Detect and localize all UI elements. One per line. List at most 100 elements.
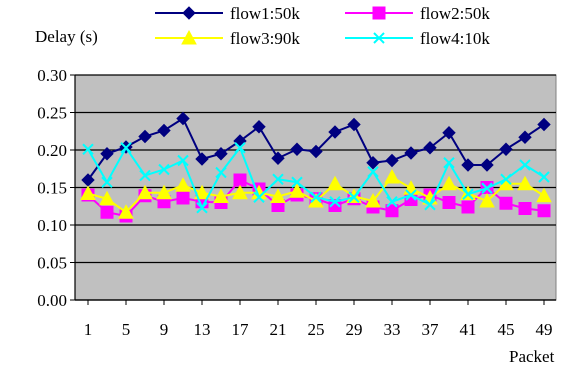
- y-axis-ticks: 0.00 0.05 0.10 0.15 0.20 0.25 0.30: [37, 66, 75, 310]
- marker-stroke: [405, 189, 417, 201]
- x-tick-label: 33: [384, 320, 401, 339]
- data-point: [480, 158, 494, 172]
- data-point: [499, 196, 513, 210]
- legend-marker: [373, 32, 385, 44]
- data-point: [327, 175, 343, 191]
- data-point: [423, 141, 437, 155]
- legend-marker: [181, 29, 197, 45]
- data-point: [386, 196, 398, 208]
- x-axis-ticks: 1 5 9 13 17 21 25 29 33 37 41 45 49: [84, 300, 553, 339]
- marker-stroke: [481, 182, 493, 194]
- data-point: [252, 120, 266, 134]
- data-point: [519, 159, 531, 171]
- marker-stroke: [329, 196, 341, 208]
- data-point: [101, 176, 113, 188]
- y-tick-label: 0.30: [37, 66, 67, 85]
- data-point: [156, 184, 172, 200]
- x-tick-label: 45: [498, 320, 515, 339]
- marker-stroke: [158, 163, 170, 176]
- data-point: [100, 147, 114, 161]
- data-point: [213, 188, 229, 203]
- marker-stroke: [82, 143, 94, 155]
- data-point: [385, 153, 399, 168]
- data-point: [405, 189, 417, 201]
- data-point: [291, 176, 303, 188]
- marker-stroke: [120, 142, 132, 154]
- x-tick-label: 25: [308, 320, 325, 339]
- x-tick-label: 17: [232, 320, 250, 339]
- data-point: [329, 196, 341, 208]
- marker-stroke: [272, 173, 284, 185]
- series-1: [81, 111, 551, 187]
- data-point: [309, 144, 323, 159]
- data-point: [195, 152, 209, 166]
- legend-marker: [372, 6, 386, 20]
- marker-stroke: [462, 188, 474, 200]
- legend-label: flow3:90k: [230, 29, 300, 48]
- data-point: [120, 142, 132, 154]
- y-tick-label: 0.00: [37, 291, 67, 310]
- data-point: [157, 123, 171, 138]
- data-point: [462, 188, 474, 200]
- data-point: [537, 117, 551, 132]
- marker-stroke: [500, 173, 512, 185]
- marker-stroke: [310, 191, 322, 203]
- legend-entry-3: flow3:90k: [155, 29, 300, 48]
- marker-stroke: [424, 199, 436, 211]
- x-tick-label: 1: [84, 320, 93, 339]
- marker-stroke: [373, 32, 385, 44]
- data-point: [177, 154, 189, 167]
- data-point: [365, 192, 381, 208]
- data-point: [367, 166, 379, 178]
- data-point: [537, 204, 551, 218]
- data-point: [328, 199, 342, 212]
- x-tick-label: 13: [194, 320, 211, 339]
- y-tick-label: 0.10: [37, 216, 67, 235]
- data-point: [158, 163, 170, 176]
- data-point: [348, 191, 360, 203]
- data-point: [517, 175, 533, 191]
- data-point: [536, 187, 552, 203]
- x-tick-label: 29: [346, 320, 363, 339]
- marker-stroke: [196, 202, 208, 214]
- marker-stroke: [291, 176, 303, 188]
- legend: flow1:50k flow2:50k flow3:90k flow4:10k: [155, 4, 490, 48]
- y-tick-label: 0.15: [37, 179, 67, 198]
- x-tick-label: 5: [122, 320, 131, 339]
- data-point: [137, 184, 153, 200]
- marker-stroke: [101, 176, 113, 188]
- data-point: [481, 182, 493, 194]
- x-tick-label: 37: [422, 320, 440, 339]
- data-point: [461, 158, 475, 172]
- marker-stroke: [253, 191, 265, 203]
- data-point: [310, 191, 322, 203]
- data-point: [175, 177, 191, 192]
- y-tick-label: 0.25: [37, 104, 67, 123]
- data-point: [518, 202, 532, 215]
- data-point: [176, 191, 190, 205]
- x-tick-label: 21: [270, 320, 287, 339]
- x-axis-label: Packet: [509, 347, 555, 366]
- data-point: [196, 202, 208, 214]
- data-point: [385, 204, 399, 218]
- data-point: [366, 156, 380, 170]
- data-point: [290, 142, 304, 156]
- marker-stroke: [234, 142, 246, 154]
- legend-marker: [182, 6, 196, 20]
- data-point: [500, 173, 512, 185]
- legend-label: flow1:50k: [230, 4, 300, 23]
- legend-entry-1: flow1:50k: [155, 4, 300, 23]
- marker-stroke: [215, 166, 227, 179]
- data-point: [443, 157, 455, 169]
- legend-label: flow4:10k: [420, 29, 490, 48]
- data-point: [538, 171, 550, 183]
- data-point: [232, 184, 248, 200]
- y-axis-label: Delay (s): [35, 27, 98, 46]
- data-point: [479, 192, 495, 208]
- data-point: [461, 200, 475, 214]
- marker-stroke: [519, 159, 531, 171]
- data-point: [442, 126, 456, 140]
- x-tick-label: 41: [460, 320, 477, 339]
- data-point: [139, 169, 151, 182]
